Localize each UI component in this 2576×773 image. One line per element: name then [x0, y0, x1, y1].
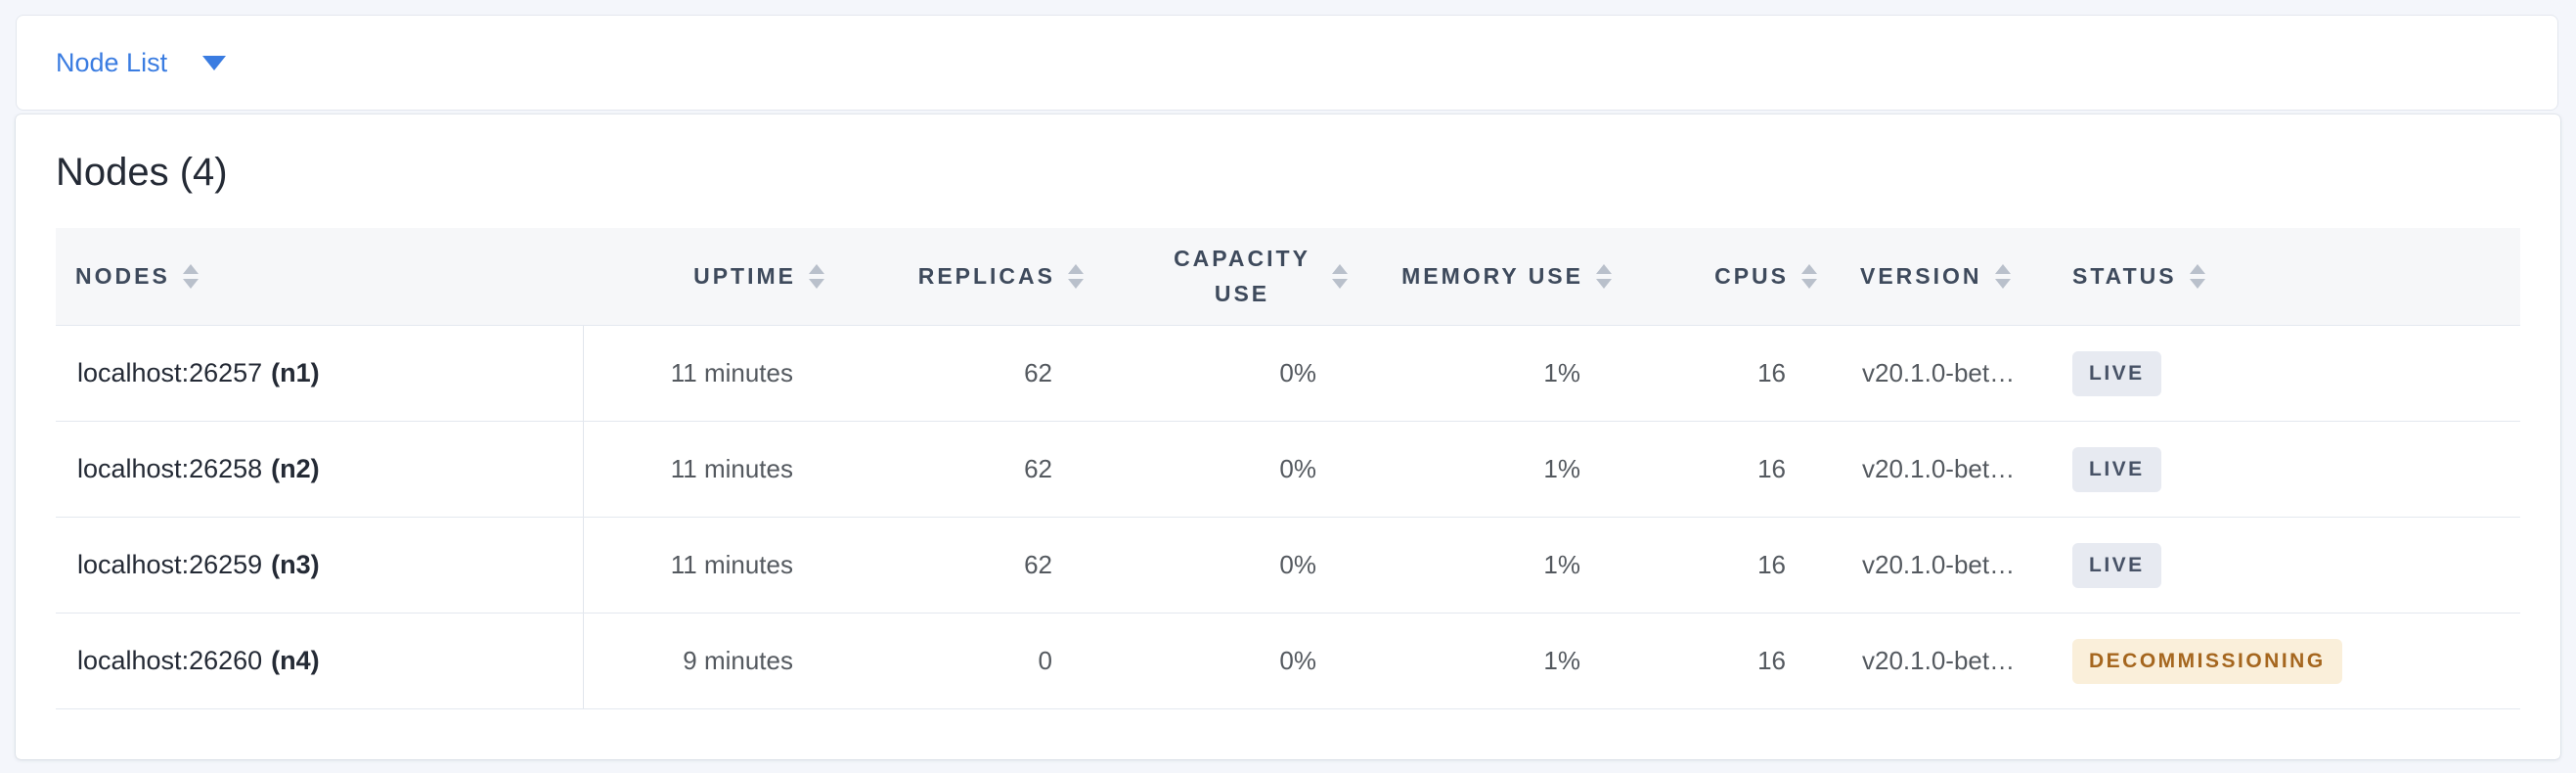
status-cell: LIVE — [2046, 446, 2520, 492]
node-address-cell: localhost:26260 (n4) — [56, 614, 584, 708]
version-cell: v20.1.0-bet… — [1862, 550, 2016, 579]
node-address-cell: localhost:26258 (n2) — [56, 422, 584, 517]
table-row: localhost:26258 (n2) 11 minutes 62 0% 1%… — [56, 422, 2520, 518]
capacity-use-cell: 0% — [1279, 454, 1316, 483]
sort-icon — [2189, 264, 2205, 289]
sort-icon — [1068, 264, 1084, 289]
version-cell: v20.1.0-bet… — [1862, 454, 2016, 483]
nodes-count-heading: Nodes (4) — [56, 151, 228, 194]
status-badge: DECOMMISSIONING — [2072, 638, 2342, 684]
uptime-cell: 11 minutes — [670, 358, 793, 387]
memory-use-cell: 1% — [1543, 454, 1580, 483]
replicas-cell: 62 — [1024, 550, 1052, 579]
node-id: (n4) — [271, 646, 320, 675]
status-cell: LIVE — [2046, 542, 2520, 588]
nodes-card: Nodes (4) NODES UPTIME REPLICAS CAPACITY… — [16, 114, 2560, 759]
status-badge: LIVE — [2072, 542, 2161, 588]
view-selector-bar: Node List — [16, 15, 2558, 111]
sort-icon — [182, 264, 199, 289]
cpus-cell: 16 — [1757, 550, 1786, 579]
replicas-cell: 62 — [1024, 358, 1052, 387]
table-header-row: NODES UPTIME REPLICAS CAPACITY USE MEMOR… — [56, 228, 2520, 326]
table-row: localhost:26257 (n1) 11 minutes 62 0% 1%… — [56, 326, 2520, 422]
column-header-capacity-use[interactable]: CAPACITY USE — [1097, 242, 1361, 311]
table-row: localhost:26259 (n3) 11 minutes 62 0% 1%… — [56, 518, 2520, 614]
status-cell: LIVE — [2046, 350, 2520, 396]
node-id: (n3) — [271, 550, 320, 579]
cpus-cell: 16 — [1757, 646, 1786, 675]
node-address: localhost:26257 — [77, 358, 263, 387]
node-id: (n2) — [271, 454, 320, 483]
column-header-version[interactable]: VERSION — [1831, 263, 2046, 290]
sort-icon — [809, 264, 824, 289]
node-address: localhost:26258 — [77, 454, 263, 483]
table-row: localhost:26260 (n4) 9 minutes 0 0% 1% 1… — [56, 614, 2520, 709]
column-header-nodes[interactable]: NODES — [56, 263, 584, 290]
sort-icon — [1994, 264, 2011, 289]
replicas-cell: 62 — [1024, 454, 1052, 483]
column-header-memory-use[interactable]: MEMORY USE — [1361, 263, 1625, 290]
node-list-dropdown-label: Node List — [56, 47, 168, 77]
caret-down-icon — [202, 55, 227, 70]
status-cell: DECOMMISSIONING — [2046, 638, 2520, 684]
uptime-cell: 11 minutes — [670, 454, 793, 483]
uptime-cell: 9 minutes — [683, 646, 793, 675]
cpus-cell: 16 — [1757, 454, 1786, 483]
column-header-cpus[interactable]: CPUS — [1625, 263, 1831, 290]
column-header-uptime[interactable]: UPTIME — [584, 263, 838, 290]
status-badge: LIVE — [2072, 350, 2161, 396]
capacity-use-cell: 0% — [1279, 646, 1316, 675]
node-list-dropdown[interactable]: Node List — [56, 47, 227, 78]
sort-icon — [1801, 264, 1817, 289]
column-header-status[interactable]: STATUS — [2046, 263, 2520, 290]
memory-use-cell: 1% — [1543, 358, 1580, 387]
node-address-cell: localhost:26257 (n1) — [56, 326, 584, 421]
version-cell: v20.1.0-bet… — [1862, 358, 2016, 387]
capacity-use-cell: 0% — [1279, 550, 1316, 579]
node-address-cell: localhost:26259 (n3) — [56, 518, 584, 613]
node-address: localhost:26260 — [77, 646, 263, 675]
version-cell: v20.1.0-bet… — [1862, 646, 2016, 675]
nodes-table: NODES UPTIME REPLICAS CAPACITY USE MEMOR… — [56, 228, 2520, 709]
uptime-cell: 11 minutes — [670, 550, 793, 579]
capacity-use-cell: 0% — [1279, 358, 1316, 387]
memory-use-cell: 1% — [1543, 550, 1580, 579]
cpus-cell: 16 — [1757, 358, 1786, 387]
node-id: (n1) — [271, 358, 320, 387]
status-badge: LIVE — [2072, 446, 2161, 492]
replicas-cell: 0 — [1038, 646, 1052, 675]
column-header-replicas[interactable]: REPLICAS — [838, 263, 1097, 290]
sort-icon — [1596, 264, 1612, 289]
node-address: localhost:26259 — [77, 550, 263, 579]
sort-icon — [1332, 264, 1348, 289]
memory-use-cell: 1% — [1543, 646, 1580, 675]
